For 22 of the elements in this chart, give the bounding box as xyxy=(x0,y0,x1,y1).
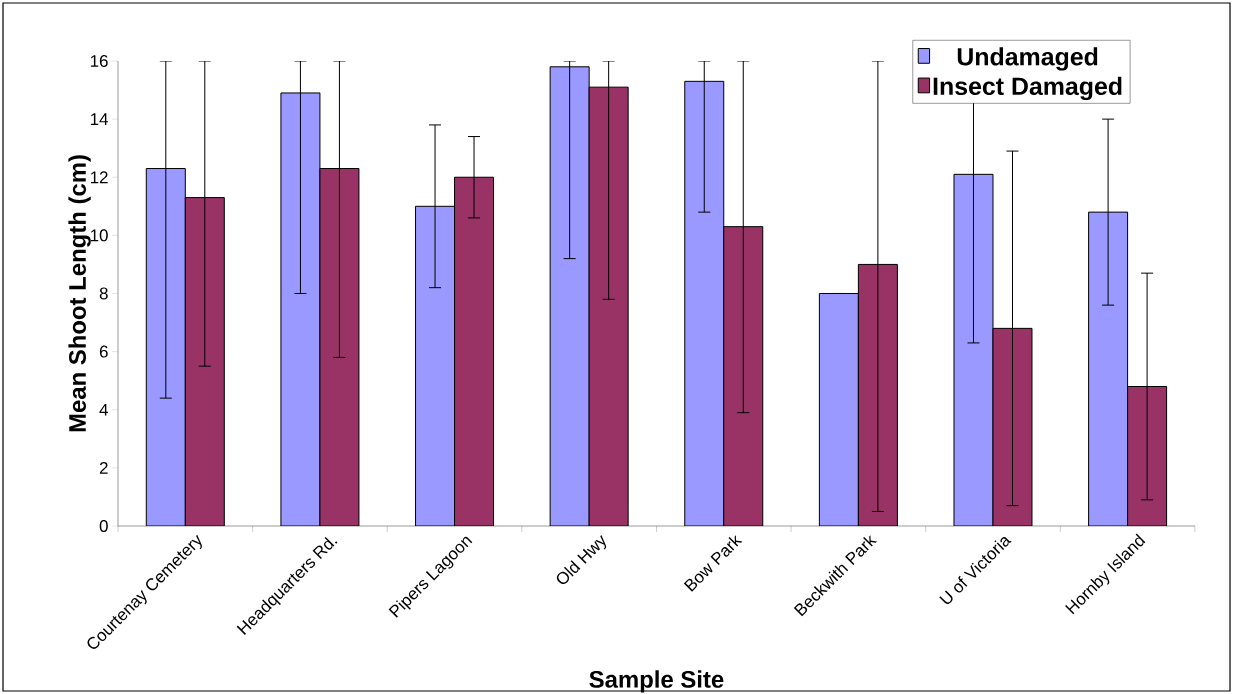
bar xyxy=(280,92,321,526)
bar xyxy=(1088,211,1129,526)
x-axis-title: Sample Site xyxy=(589,670,724,693)
bar xyxy=(549,66,590,526)
y-tick-label: 0 xyxy=(99,520,108,532)
y-tick-label: 4 xyxy=(99,403,108,416)
bar xyxy=(684,80,725,526)
bar xyxy=(818,293,859,526)
y-tick-label: 8 xyxy=(99,287,108,300)
y-tick-label: 12 xyxy=(90,171,108,184)
bar xyxy=(454,176,495,526)
y-tick-label: 14 xyxy=(90,113,108,125)
bar xyxy=(588,86,629,526)
y-tick-label: 16 xyxy=(90,55,108,67)
legend-label: Undamaged xyxy=(957,47,1098,71)
y-tick-label: 10 xyxy=(90,229,108,242)
y-tick-label: 2 xyxy=(99,461,108,474)
y-axis-title: Mean Shoot Length (cm) xyxy=(68,155,91,432)
bar xyxy=(415,205,456,526)
y-tick-label: 6 xyxy=(99,345,108,358)
bar xyxy=(953,173,994,526)
legend-label: Insect Damaged xyxy=(933,76,1122,101)
